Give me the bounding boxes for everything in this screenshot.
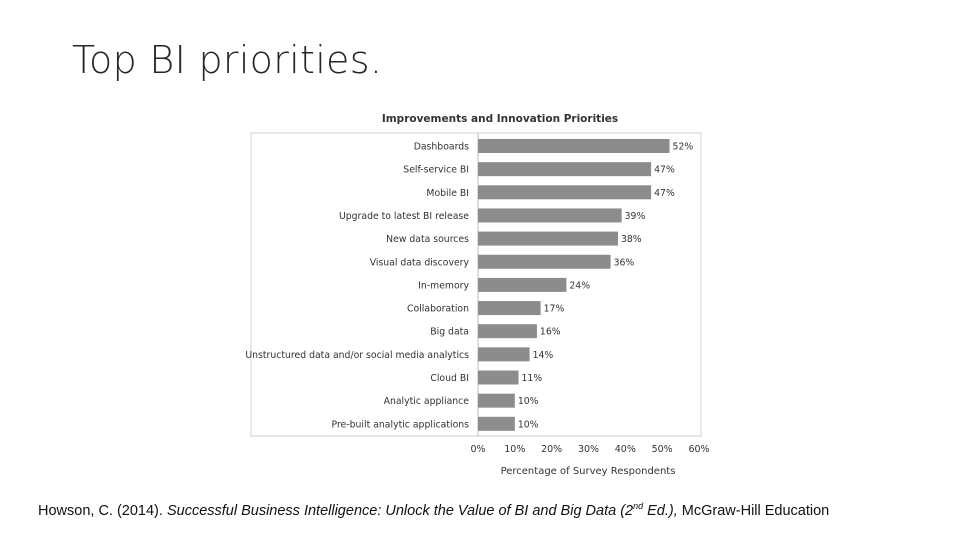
x-tick-label: 40%: [615, 444, 636, 455]
category-label-visual-data-discovery: Visual data discovery: [370, 257, 470, 268]
value-label-cloud-bi: 11%: [522, 373, 543, 384]
bar-big-data: [478, 324, 537, 339]
plot-frame: [250, 132, 702, 437]
slide-title: Top BI priorities.: [72, 38, 383, 82]
category-label-new-data-sources: New data sources: [386, 234, 469, 245]
category-label-pre-built-analytic-applications: Pre-built analytic applications: [332, 419, 470, 430]
citation-edition-rest: Ed.),: [643, 503, 678, 519]
citation-edition-superscript: nd: [633, 501, 644, 512]
x-tick-label: 0%: [470, 444, 485, 455]
bar-new-data-sources: [478, 231, 618, 246]
value-label-new-data-sources: 38%: [621, 234, 642, 245]
value-label-upgrade-to-latest-bi-release: 39%: [625, 211, 646, 222]
citation-authors: Howson, C. (2014).: [38, 503, 167, 519]
bars-group: Dashboards 52% Self-service BI 47% Mobile BI…: [245, 139, 693, 431]
value-label-self-service-bi: 47%: [654, 165, 675, 176]
category-label-collaboration: Collaboration: [407, 304, 469, 315]
chart-title: Improvements and Innovation Priorities: [382, 113, 618, 125]
x-tick-label: 50%: [652, 444, 673, 455]
category-label-unstructured-data-and-or-social-media-analytics: Unstructured data and/or social media an…: [245, 350, 469, 361]
x-ticks-group: 0% 10% 20% 30% 40% 50% 60%: [470, 444, 709, 455]
bar-unstructured-data-and-or-social-media-analytics: [478, 347, 530, 362]
bar-analytic-appliance: [478, 393, 515, 408]
citation: Howson, C. (2014). Successful Business I…: [38, 501, 938, 519]
category-label-self-service-bi: Self-service BI: [403, 165, 469, 176]
bar-collaboration: [478, 301, 541, 316]
bar-chart-svg: Improvements and Innovation Priorities D…: [245, 113, 709, 477]
bar-self-service-bi: [478, 162, 652, 177]
x-axis-label: Percentage of Survey Respondents: [501, 466, 676, 477]
x-tick-label: 30%: [578, 444, 599, 455]
citation-title-text: Successful Business Intelligence: Unlock…: [166, 503, 634, 519]
value-label-unstructured-data-and-or-social-media-analytics: 14%: [533, 350, 554, 361]
x-tick-label: 20%: [541, 444, 562, 455]
bar-in-memory: [478, 277, 567, 292]
category-label-big-data: Big data: [430, 327, 469, 338]
bar-visual-data-discovery: [478, 254, 611, 269]
value-label-mobile-bi: 47%: [654, 188, 675, 199]
category-label-upgrade-to-latest-bi-release: Upgrade to latest BI release: [339, 211, 469, 222]
bar-chart: Improvements and Innovation Priorities D…: [240, 104, 720, 484]
category-label-cloud-bi: Cloud BI: [430, 373, 469, 384]
category-label-mobile-bi: Mobile BI: [426, 188, 469, 199]
value-label-pre-built-analytic-applications: 10%: [518, 419, 539, 430]
citation-book-title: Successful Business Intelligence: Unlock…: [166, 501, 678, 519]
value-label-analytic-appliance: 10%: [518, 396, 539, 407]
bar-upgrade-to-latest-bi-release: [478, 208, 622, 223]
value-label-collaboration: 17%: [544, 304, 565, 315]
bar-mobile-bi: [478, 185, 652, 200]
value-label-dashboards: 52%: [673, 142, 694, 153]
x-tick-label: 60%: [688, 444, 709, 455]
bar-cloud-bi: [478, 370, 519, 385]
bar-pre-built-analytic-applications: [478, 416, 515, 431]
value-label-in-memory: 24%: [569, 280, 590, 291]
value-label-big-data: 16%: [540, 327, 561, 338]
category-label-in-memory: In-memory: [418, 280, 469, 291]
citation-publisher: McGraw-Hill Education: [677, 503, 830, 519]
value-label-visual-data-discovery: 36%: [614, 257, 635, 268]
category-label-dashboards: Dashboards: [414, 142, 469, 153]
x-tick-label: 10%: [504, 444, 525, 455]
category-label-analytic-appliance: Analytic appliance: [384, 396, 470, 407]
bar-dashboards: [478, 139, 670, 153]
